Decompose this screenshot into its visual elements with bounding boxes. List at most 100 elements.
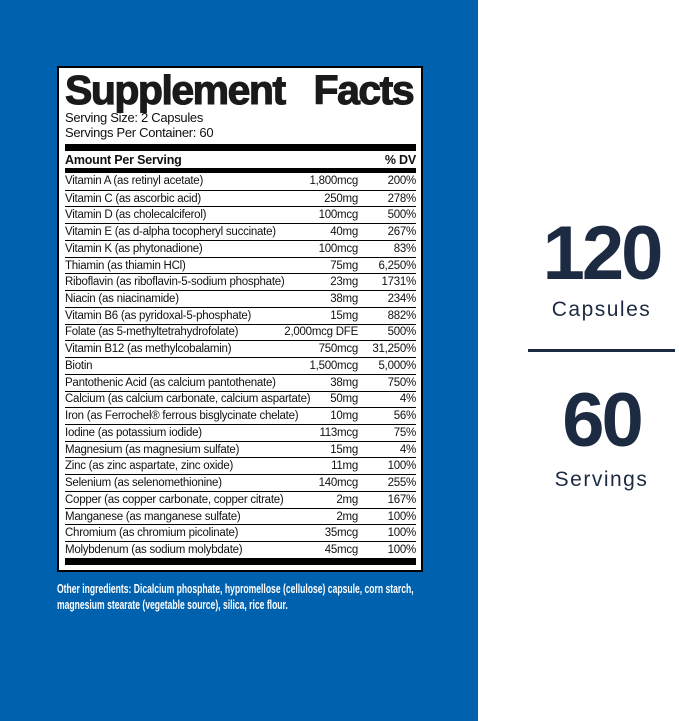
nutrient-daily-value: 167% bbox=[387, 493, 417, 506]
table-row: Pantothenic Acid (as calcium pantothenat… bbox=[65, 373, 417, 391]
nutrient-name: Iodine (as potassium iodide) bbox=[65, 426, 202, 439]
table-row: Vitamin A (as retinyl acetate) 1,800mcg … bbox=[65, 173, 416, 190]
nutrient-name: Vitamin D (as cholecalciferol) bbox=[65, 209, 207, 222]
nutrient-name: Vitamin A (as retinyl acetate) bbox=[65, 175, 204, 188]
nutrient-table: Vitamin A (as retinyl acetate) 1,800mcg … bbox=[65, 173, 416, 558]
supplement-facts-panel: Supplement Facts Serving Size: 2 Capsule… bbox=[57, 66, 423, 572]
table-row: Iodine (as potassium iodide) 113mcg 75% bbox=[65, 424, 416, 441]
table-header-row: Amount Per Serving % DV bbox=[65, 151, 416, 168]
nutrient-name: Calcium (as calcium carbonate, calcium a… bbox=[65, 393, 311, 406]
nutrient-name: Chromium (as chromium picolinate) bbox=[65, 527, 239, 540]
nutrient-name: Folate (as 5-methyltetrahydrofolate) bbox=[65, 326, 239, 339]
capsule-count: 120 bbox=[542, 211, 664, 296]
table-row: Vitamin D (as cholecalciferol) 100mcg 50… bbox=[65, 206, 416, 223]
table-row: Copper (as copper carbonate, copper citr… bbox=[65, 490, 417, 508]
product-count-column: 120 Capsules 60 Servings bbox=[478, 0, 679, 721]
nutrient-amount: 100mcg bbox=[318, 209, 359, 222]
medium-divider-bar bbox=[65, 168, 416, 173]
table-row: Vitamin C (as ascorbic acid) 250mg 278% bbox=[65, 189, 417, 207]
nutrient-amount: 45mcg bbox=[324, 544, 359, 557]
nutrient-daily-value: 100% bbox=[387, 510, 417, 523]
table-row: Vitamin K (as phytonadione) 100mcg 83% bbox=[65, 239, 417, 257]
servings-per-container-text: Servings Per Container: 60 bbox=[65, 125, 214, 140]
nutrient-amount: 11mg bbox=[331, 460, 358, 473]
capsule-count-label: Capsules bbox=[551, 298, 652, 321]
nutrient-amount: 23mg bbox=[330, 276, 358, 289]
nutrient-daily-value: 200% bbox=[387, 175, 417, 188]
nutrient-name: Vitamin B12 (as methylcobalamin) bbox=[65, 343, 232, 356]
nutrient-name: Riboflavin (as riboflavin-5-sodium phosp… bbox=[65, 276, 285, 289]
nutrient-daily-value: 255% bbox=[387, 477, 417, 490]
nutrient-daily-value: 234% bbox=[387, 293, 417, 305]
table-row: Zinc (as zinc aspartate, zinc oxide) 11m… bbox=[65, 457, 416, 474]
table-row: Vitamin B12 (as methylcobalamin) 750mcg … bbox=[65, 340, 416, 357]
nutrient-daily-value: 882% bbox=[387, 309, 417, 322]
serving-count-label: Servings bbox=[554, 468, 649, 492]
table-row: Iron (as Ferrochel® ferrous bisglycinate… bbox=[65, 407, 416, 424]
nutrient-amount: 75mg bbox=[330, 259, 358, 272]
table-row: Magnesium (as magnesium sulfate) 15mg 4% bbox=[65, 440, 416, 458]
table-row: Folate (as 5-methyltetrahydrofolate) 2,0… bbox=[65, 323, 417, 341]
nutrient-daily-value: 100% bbox=[387, 460, 417, 473]
table-row: Selenium (as selenomethionine) 140mcg 25… bbox=[65, 474, 416, 491]
supplement-facts-title: Supplement Facts bbox=[64, 67, 415, 113]
table-row: Calcium (as calcium carbonate, calcium a… bbox=[65, 390, 416, 408]
table-row: Vitamin B6 (as pyridoxal-5-phosphate) 15… bbox=[65, 306, 417, 324]
nutrient-amount: 15mg bbox=[330, 443, 358, 456]
nutrient-name: Vitamin K (as phytonadione) bbox=[65, 242, 203, 255]
thick-divider-bar bbox=[65, 144, 416, 151]
nutrient-amount: 38mg bbox=[330, 293, 358, 305]
nutrient-daily-value: 5,000% bbox=[378, 359, 416, 372]
table-row: Biotin 1,500mcg 5,000% bbox=[65, 357, 416, 374]
amount-per-serving-header: Amount Per Serving bbox=[65, 152, 182, 167]
nutrient-amount: 2,000mcg DFE bbox=[284, 326, 358, 339]
horizontal-divider bbox=[528, 349, 675, 353]
nutrient-name: Vitamin E (as d-alpha tocopheryl succina… bbox=[65, 226, 276, 239]
nutrient-name: Iron (as Ferrochel® ferrous bisglycinate… bbox=[65, 410, 299, 423]
nutrient-daily-value: 6,250% bbox=[378, 259, 416, 272]
nutrient-name: Copper (as copper carbonate, copper citr… bbox=[65, 493, 284, 506]
nutrient-amount: 35mcg bbox=[324, 527, 359, 540]
nutrient-amount: 113mcg bbox=[319, 426, 358, 439]
nutrient-daily-value: 31,250% bbox=[372, 343, 416, 356]
nutrient-name: Vitamin C (as ascorbic acid) bbox=[65, 192, 201, 205]
nutrient-name: Zinc (as zinc aspartate, zinc oxide) bbox=[65, 460, 234, 473]
nutrient-name: Pantothenic Acid (as calcium pantothenat… bbox=[65, 376, 276, 389]
table-row: Riboflavin (as riboflavin-5-sodium phosp… bbox=[65, 273, 416, 290]
nutrient-daily-value: 4% bbox=[399, 393, 416, 406]
nutrient-amount: 1,500mcg bbox=[309, 359, 358, 372]
nutrient-daily-value: 267% bbox=[387, 226, 417, 239]
nutrient-daily-value: 500% bbox=[387, 326, 417, 339]
table-row: Thiamin (as thiamin HCl) 75mg 6,250% bbox=[65, 256, 416, 274]
nutrient-name: Magnesium (as magnesium sulfate) bbox=[65, 443, 240, 456]
table-row: Niacin (as niacinamide) 38mg 234% bbox=[65, 290, 416, 307]
nutrient-amount: 140mcg bbox=[318, 477, 359, 490]
other-ingredients-text: Other ingredients: Dicalcium phosphate, … bbox=[57, 581, 414, 612]
percent-dv-header: % DV bbox=[384, 152, 416, 167]
table-row: Chromium (as chromium picolinate) 35mcg … bbox=[65, 524, 416, 541]
table-row: Manganese (as manganese sulfate) 2mg 100… bbox=[65, 507, 417, 525]
nutrient-daily-value: 100% bbox=[387, 544, 417, 557]
nutrient-amount: 1,800mcg bbox=[309, 175, 358, 188]
nutrient-amount: 2mg bbox=[336, 493, 358, 506]
nutrient-amount: 250mg bbox=[324, 192, 358, 205]
nutrient-name: Molybdenum (as sodium molybdate) bbox=[65, 544, 243, 557]
nutrient-name: Thiamin (as thiamin HCl) bbox=[65, 259, 186, 272]
nutrient-amount: 10mg bbox=[330, 410, 358, 423]
nutrient-name: Manganese (as manganese sulfate) bbox=[65, 510, 241, 523]
nutrient-amount: 15mg bbox=[330, 309, 358, 322]
nutrient-daily-value: 278% bbox=[387, 192, 417, 205]
nutrient-daily-value: 83% bbox=[393, 242, 417, 255]
nutrient-amount: 40mg bbox=[330, 226, 358, 239]
serving-size-text: Serving Size: 2 Capsules bbox=[65, 110, 204, 125]
nutrient-daily-value: 4% bbox=[399, 443, 416, 456]
nutrient-amount: 38mg bbox=[330, 376, 358, 389]
nutrient-daily-value: 750% bbox=[387, 376, 417, 389]
serving-count: 60 bbox=[562, 378, 644, 464]
nutrient-name: Niacin (as niacinamide) bbox=[65, 293, 179, 305]
nutrient-name: Selenium (as selenomethionine) bbox=[65, 477, 222, 490]
table-row: Molybdenum (as sodium molybdate) 45mcg 1… bbox=[65, 541, 416, 558]
table-row: Vitamin E (as d-alpha tocopheryl succina… bbox=[65, 223, 416, 240]
bottom-divider-bar bbox=[65, 557, 416, 565]
nutrient-amount: 100mcg bbox=[318, 242, 359, 255]
